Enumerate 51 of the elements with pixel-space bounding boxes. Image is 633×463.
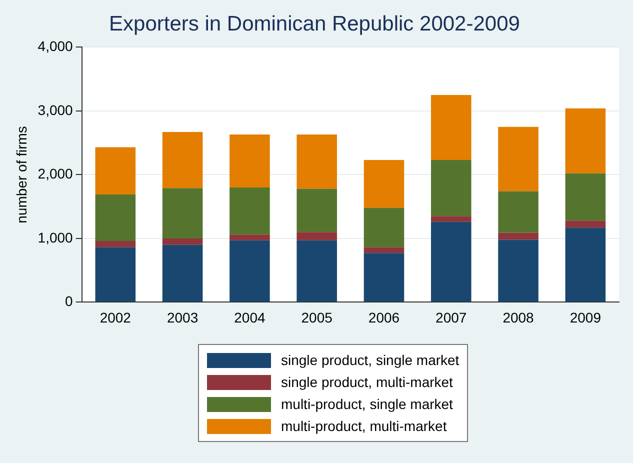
chart-title: Exporters in Dominican Republic 2002-2009 (109, 12, 520, 36)
bar (230, 187, 270, 235)
legend-label: multi-product, single market (281, 396, 453, 412)
bar (95, 241, 136, 248)
bar (498, 191, 538, 233)
bar (565, 108, 606, 174)
bar (565, 220, 606, 228)
bar (364, 160, 404, 208)
y-tick-label: 1,000 (38, 229, 74, 246)
x-tick-label: 2007 (436, 309, 467, 326)
legend-label: single product, single market (281, 352, 460, 368)
legend-label: multi-product, multi-market (281, 418, 447, 434)
bar (95, 194, 136, 241)
bar (565, 228, 606, 302)
x-tick-label: 2008 (502, 309, 534, 326)
bar (296, 188, 337, 232)
bar (162, 244, 203, 302)
bar (95, 147, 136, 194)
bar (565, 173, 606, 221)
bar (296, 232, 337, 240)
bar (296, 240, 337, 302)
bar (230, 234, 270, 240)
x-tick-label: 2002 (100, 309, 132, 326)
y-tick-label: 0 (65, 293, 74, 310)
x-tick-label: 2004 (234, 309, 266, 326)
bar (430, 160, 472, 216)
y-tick-label: 2,000 (38, 166, 74, 182)
bar (230, 134, 270, 188)
bar (230, 240, 270, 302)
bar (162, 132, 203, 188)
bar (364, 208, 404, 248)
bar (364, 253, 404, 302)
bar (430, 95, 472, 160)
bar (162, 188, 203, 238)
y-axis-title: number of firms (13, 126, 30, 224)
bar (498, 232, 538, 240)
y-tick-label: 3,000 (38, 102, 74, 118)
bar (364, 247, 404, 254)
bar (296, 134, 337, 189)
bar (162, 238, 203, 245)
bar (498, 126, 538, 192)
bar (430, 222, 472, 302)
x-tick-label: 2005 (301, 309, 333, 326)
bar (498, 240, 538, 302)
x-tick-label: 2003 (166, 309, 198, 326)
y-tick-label: 4,000 (38, 38, 74, 54)
x-tick-label: 2009 (570, 309, 602, 326)
x-tick-label: 2006 (368, 309, 400, 326)
bar (95, 247, 136, 302)
bar (430, 216, 472, 222)
legend-label: single product, multi-market (281, 374, 453, 390)
